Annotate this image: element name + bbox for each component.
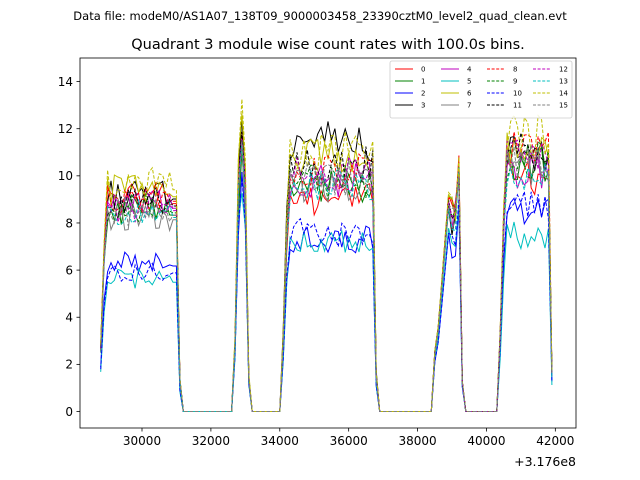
legend-label-0: 0 — [421, 66, 425, 74]
y-tick-label: 8 — [65, 216, 73, 230]
series-line-15 — [100, 140, 553, 412]
legend-label-1: 1 — [421, 78, 425, 86]
legend-label-9: 9 — [513, 78, 517, 86]
legend-label-14: 14 — [559, 90, 568, 98]
legend-frame — [389, 60, 573, 119]
y-tick-label: 0 — [65, 405, 73, 419]
legend-label-11: 11 — [513, 102, 522, 110]
x-tick-label: 42000 — [536, 434, 574, 448]
legend-label-7: 7 — [467, 102, 471, 110]
x-tick-label: 32000 — [192, 434, 230, 448]
y-tick-label: 4 — [65, 311, 73, 325]
plot-data — [100, 99, 553, 412]
legend-label-8: 8 — [513, 66, 517, 74]
legend-label-15: 15 — [559, 102, 568, 110]
legend-label-10: 10 — [513, 90, 522, 98]
x-tick-label: 30000 — [123, 434, 161, 448]
x-tick-label: 34000 — [261, 434, 299, 448]
chart-title: Quadrant 3 module wise count rates with … — [131, 37, 525, 53]
y-tick-label: 14 — [58, 75, 73, 89]
suptitle: Data file: modeM0/AS1A07_138T09_90000034… — [73, 9, 567, 23]
axes: 30000 32000 34000 36000 38000 40000 42000 0 2 4 6 8… — [58, 75, 575, 448]
legend-label-6: 6 — [467, 90, 472, 98]
legend-label-4: 4 — [467, 66, 472, 74]
legend-label-12: 12 — [559, 66, 568, 74]
legend-label-13: 13 — [559, 78, 568, 86]
y-tick-label: 2 — [65, 358, 73, 372]
y-tick-label: 10 — [58, 169, 73, 183]
legend-label-2: 2 — [421, 90, 425, 98]
x-tick-label: 36000 — [330, 434, 368, 448]
series-line-11 — [100, 131, 553, 412]
y-tick-label: 12 — [58, 122, 73, 136]
legend-label-5: 5 — [467, 78, 471, 86]
x-offset-label: +3.176e8 — [514, 454, 576, 469]
y-tick-label: 6 — [65, 263, 73, 277]
x-tick-label: 40000 — [467, 434, 505, 448]
plot-frame — [79, 57, 577, 429]
x-tick-label: 38000 — [398, 434, 436, 448]
legend-label-3: 3 — [421, 102, 425, 110]
